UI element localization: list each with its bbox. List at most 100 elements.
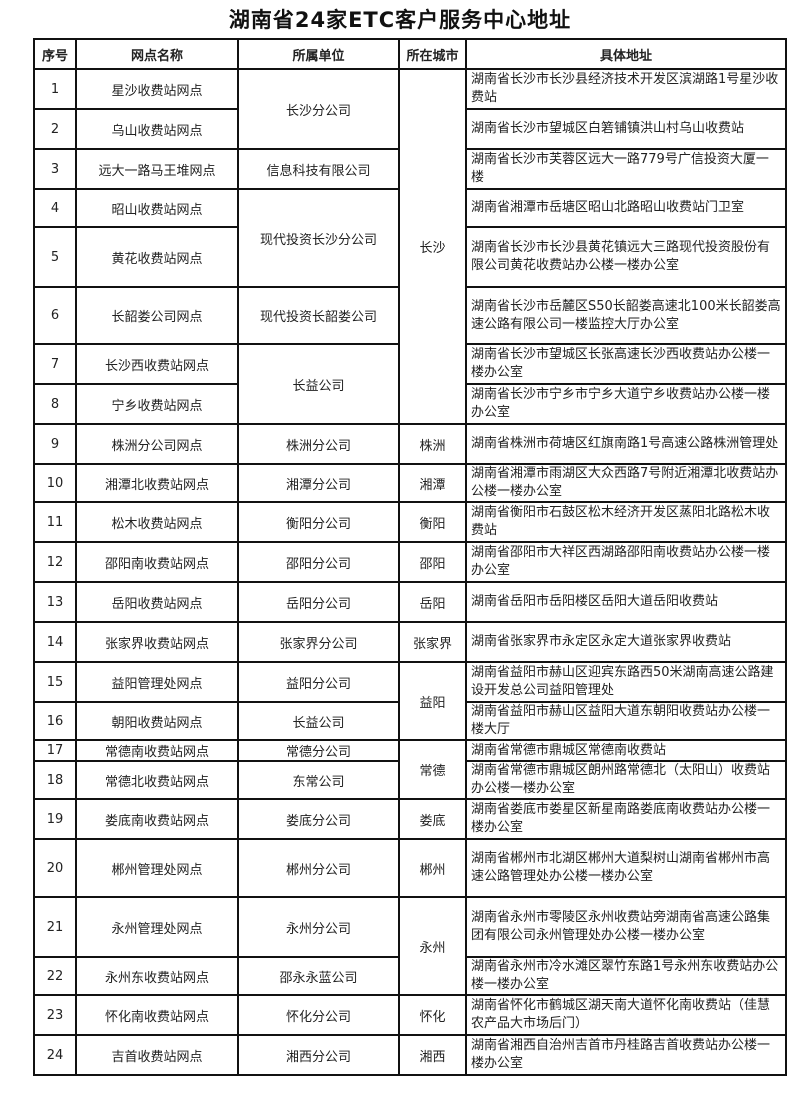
etc-service-center-table: 序号 网点名称 所属单位 所在城市 具体地址 1 星沙收费站网点 长沙分公司 长沙 湖南… bbox=[33, 38, 787, 1076]
outlet-name: 永州管理处网点 bbox=[75, 896, 239, 958]
outlet-name: 怀化南收费站网点 bbox=[75, 994, 239, 1036]
address: 湖南省郴州市北湖区郴州大道梨树山湖南省郴州市高速公路管理处办公楼一楼办公室 bbox=[465, 838, 787, 898]
table-row: 4 昭山收费站网点 现代投资长沙分公司 湖南省湘潭市岳塘区昭山北路昭山收费站门卫室 bbox=[33, 188, 787, 288]
table-row: 5 黄花收费站网点 湖南省长沙市长沙县黄花镇远大三路现代投资股份有限公司黄花收费站办… bbox=[33, 226, 787, 288]
address: 湖南省长沙市望城区长张高速长沙西收费站办公楼一楼办公室 bbox=[465, 343, 787, 385]
owning-unit: 株洲分公司 bbox=[237, 423, 400, 465]
owning-unit: 岳阳分公司 bbox=[237, 581, 400, 623]
owning-unit: 怀化分公司 bbox=[237, 994, 400, 1036]
address: 湖南省长沙市芙蓉区远大一路779号广信投资大厦一楼 bbox=[465, 148, 787, 190]
city: 衡阳 bbox=[398, 501, 467, 543]
outlet-name: 常德南收费站网点 bbox=[75, 739, 239, 762]
outlet-name: 常德北收费站网点 bbox=[75, 760, 239, 800]
address: 湖南省永州市零陵区永州收费站旁湖南省高速公路集团有限公司永州管理处办公楼一楼办公… bbox=[465, 896, 787, 958]
table-row: 17 常德南收费站网点 常德分公司 常德 湖南省常德市鼎城区常德南收费站 bbox=[33, 739, 787, 800]
table-row: 22 永州东收费站网点 邵永永蓝公司 湖南省永州市冷水滩区翠竹东路1号永州东收费站办公… bbox=[33, 956, 787, 996]
address: 湖南省永州市冷水滩区翠竹东路1号永州东收费站办公楼一楼办公室 bbox=[465, 956, 787, 996]
owning-unit: 长沙分公司 bbox=[237, 68, 400, 150]
address: 湖南省湘西自治州吉首市丹桂路吉首收费站办公楼一楼办公室 bbox=[465, 1034, 787, 1076]
address: 湖南省湘潭市雨湖区大众西路7号附近湘潭北收费站办公楼一楼办公室 bbox=[465, 463, 787, 503]
row-number: 18 bbox=[33, 760, 77, 800]
city: 常德 bbox=[398, 739, 467, 800]
owning-unit: 长益公司 bbox=[237, 343, 400, 425]
owning-unit: 益阳分公司 bbox=[237, 661, 400, 703]
table-row: 12 邵阳南收费站网点 邵阳分公司 邵阳 湖南省邵阳市大祥区西湖路邵阳南收费站办公楼一楼… bbox=[33, 541, 787, 583]
owning-unit: 永州分公司 bbox=[237, 896, 400, 958]
table-row: 20 郴州管理处网点 郴州分公司 郴州 湖南省郴州市北湖区郴州大道梨树山湖南省郴州市高速… bbox=[33, 838, 787, 898]
outlet-name: 乌山收费站网点 bbox=[75, 108, 239, 150]
owning-unit: 张家界分公司 bbox=[237, 621, 400, 663]
address: 湖南省邵阳市大祥区西湖路邵阳南收费站办公楼一楼办公室 bbox=[465, 541, 787, 583]
row-number: 3 bbox=[33, 148, 77, 190]
table-row: 3 远大一路马王堆网点 信息科技有限公司 湖南省长沙市芙蓉区远大一路779号广信投资大… bbox=[33, 148, 787, 190]
city: 湘潭 bbox=[398, 463, 467, 503]
row-number: 20 bbox=[33, 838, 77, 898]
header-outlet-name: 网点名称 bbox=[75, 38, 239, 70]
table-row: 9 株洲分公司网点 株洲分公司 株洲 湖南省株洲市荷塘区红旗南路1号高速公路株洲管理处 bbox=[33, 423, 787, 465]
owning-unit: 东常公司 bbox=[237, 760, 400, 800]
outlet-name: 长沙西收费站网点 bbox=[75, 343, 239, 385]
city: 株洲 bbox=[398, 423, 467, 465]
owning-unit: 长益公司 bbox=[237, 701, 400, 741]
owning-unit: 衡阳分公司 bbox=[237, 501, 400, 543]
row-number: 17 bbox=[33, 739, 77, 762]
outlet-name: 郴州管理处网点 bbox=[75, 838, 239, 898]
row-number: 21 bbox=[33, 896, 77, 958]
table-row: 24 吉首收费站网点 湘西分公司 湘西 湖南省湘西自治州吉首市丹桂路吉首收费站办公楼一楼… bbox=[33, 1034, 787, 1076]
outlet-name: 朝阳收费站网点 bbox=[75, 701, 239, 741]
address: 湖南省张家界市永定区永定大道张家界收费站 bbox=[465, 621, 787, 663]
outlet-name: 湘潭北收费站网点 bbox=[75, 463, 239, 503]
owning-unit: 现代投资长韶娄公司 bbox=[237, 286, 400, 345]
table-header-row: 序号 网点名称 所属单位 所在城市 具体地址 bbox=[33, 38, 787, 70]
header-unit: 所属单位 bbox=[237, 38, 400, 70]
table-row: 1 星沙收费站网点 长沙分公司 长沙 湖南省长沙市长沙县经济技术开发区滨湖路1号星沙收费… bbox=[33, 68, 787, 425]
address: 湖南省株洲市荷塘区红旗南路1号高速公路株洲管理处 bbox=[465, 423, 787, 465]
outlet-name: 宁乡收费站网点 bbox=[75, 383, 239, 425]
address: 湖南省长沙市长沙县黄花镇远大三路现代投资股份有限公司黄花收费站办公楼一楼办公室 bbox=[465, 226, 787, 288]
address: 湖南省衡阳市石鼓区松木经济开发区蒸阳北路松木收费站 bbox=[465, 501, 787, 543]
row-number: 14 bbox=[33, 621, 77, 663]
address: 湖南省岳阳市岳阳楼区岳阳大道岳阳收费站 bbox=[465, 581, 787, 623]
row-number: 16 bbox=[33, 701, 77, 741]
row-number: 7 bbox=[33, 343, 77, 385]
outlet-name: 益阳管理处网点 bbox=[75, 661, 239, 703]
outlet-name: 岳阳收费站网点 bbox=[75, 581, 239, 623]
city: 岳阳 bbox=[398, 581, 467, 623]
row-number: 13 bbox=[33, 581, 77, 623]
table-row: 13 岳阳收费站网点 岳阳分公司 岳阳 湖南省岳阳市岳阳楼区岳阳大道岳阳收费站 bbox=[33, 581, 787, 623]
row-number: 9 bbox=[33, 423, 77, 465]
table-row: 7 长沙西收费站网点 长益公司 湖南省长沙市望城区长张高速长沙西收费站办公楼一楼办公室 bbox=[33, 343, 787, 425]
outlet-name: 长韶娄公司网点 bbox=[75, 286, 239, 345]
address: 湖南省长沙市岳麓区S50长韶娄高速北100米长韶娄高速公路有限公司一楼监控大厅办… bbox=[465, 286, 787, 345]
row-number: 2 bbox=[33, 108, 77, 150]
address: 湖南省常德市鼎城区常德南收费站 bbox=[465, 739, 787, 762]
outlet-name: 黄花收费站网点 bbox=[75, 226, 239, 288]
outlet-name: 星沙收费站网点 bbox=[75, 68, 239, 110]
address: 湖南省长沙市望城区白箬铺镇洪山村乌山收费站 bbox=[465, 108, 787, 150]
owning-unit: 娄底分公司 bbox=[237, 798, 400, 840]
city: 湘西 bbox=[398, 1034, 467, 1076]
table-row: 10 湘潭北收费站网点 湘潭分公司 湘潭 湖南省湘潭市雨湖区大众西路7号附近湘潭北收费站… bbox=[33, 463, 787, 503]
outlet-name: 昭山收费站网点 bbox=[75, 188, 239, 228]
row-number: 8 bbox=[33, 383, 77, 425]
owning-unit: 信息科技有限公司 bbox=[237, 148, 400, 190]
owning-unit: 邵阳分公司 bbox=[237, 541, 400, 583]
outlet-name: 株洲分公司网点 bbox=[75, 423, 239, 465]
owning-unit: 常德分公司 bbox=[237, 739, 400, 762]
row-number: 19 bbox=[33, 798, 77, 840]
header-city: 所在城市 bbox=[398, 38, 467, 70]
address: 湖南省长沙市长沙县经济技术开发区滨湖路1号星沙收费站 bbox=[465, 68, 787, 110]
outlet-name: 松木收费站网点 bbox=[75, 501, 239, 543]
address: 湖南省长沙市宁乡市宁乡大道宁乡收费站办公楼一楼办公室 bbox=[465, 383, 787, 425]
row-number: 12 bbox=[33, 541, 77, 583]
row-number: 11 bbox=[33, 501, 77, 543]
address: 湖南省娄底市娄星区新星南路娄底南收费站办公楼一楼办公室 bbox=[465, 798, 787, 840]
owning-unit: 郴州分公司 bbox=[237, 838, 400, 898]
city: 郴州 bbox=[398, 838, 467, 898]
city: 张家界 bbox=[398, 621, 467, 663]
outlet-name: 远大一路马王堆网点 bbox=[75, 148, 239, 190]
table-row: 8 宁乡收费站网点 湖南省长沙市宁乡市宁乡大道宁乡收费站办公楼一楼办公室 bbox=[33, 383, 787, 425]
row-number: 5 bbox=[33, 226, 77, 288]
owning-unit: 湘潭分公司 bbox=[237, 463, 400, 503]
table-row: 23 怀化南收费站网点 怀化分公司 怀化 湖南省怀化市鹤城区湖天南大道怀化南收费站（佳慧… bbox=[33, 994, 787, 1036]
